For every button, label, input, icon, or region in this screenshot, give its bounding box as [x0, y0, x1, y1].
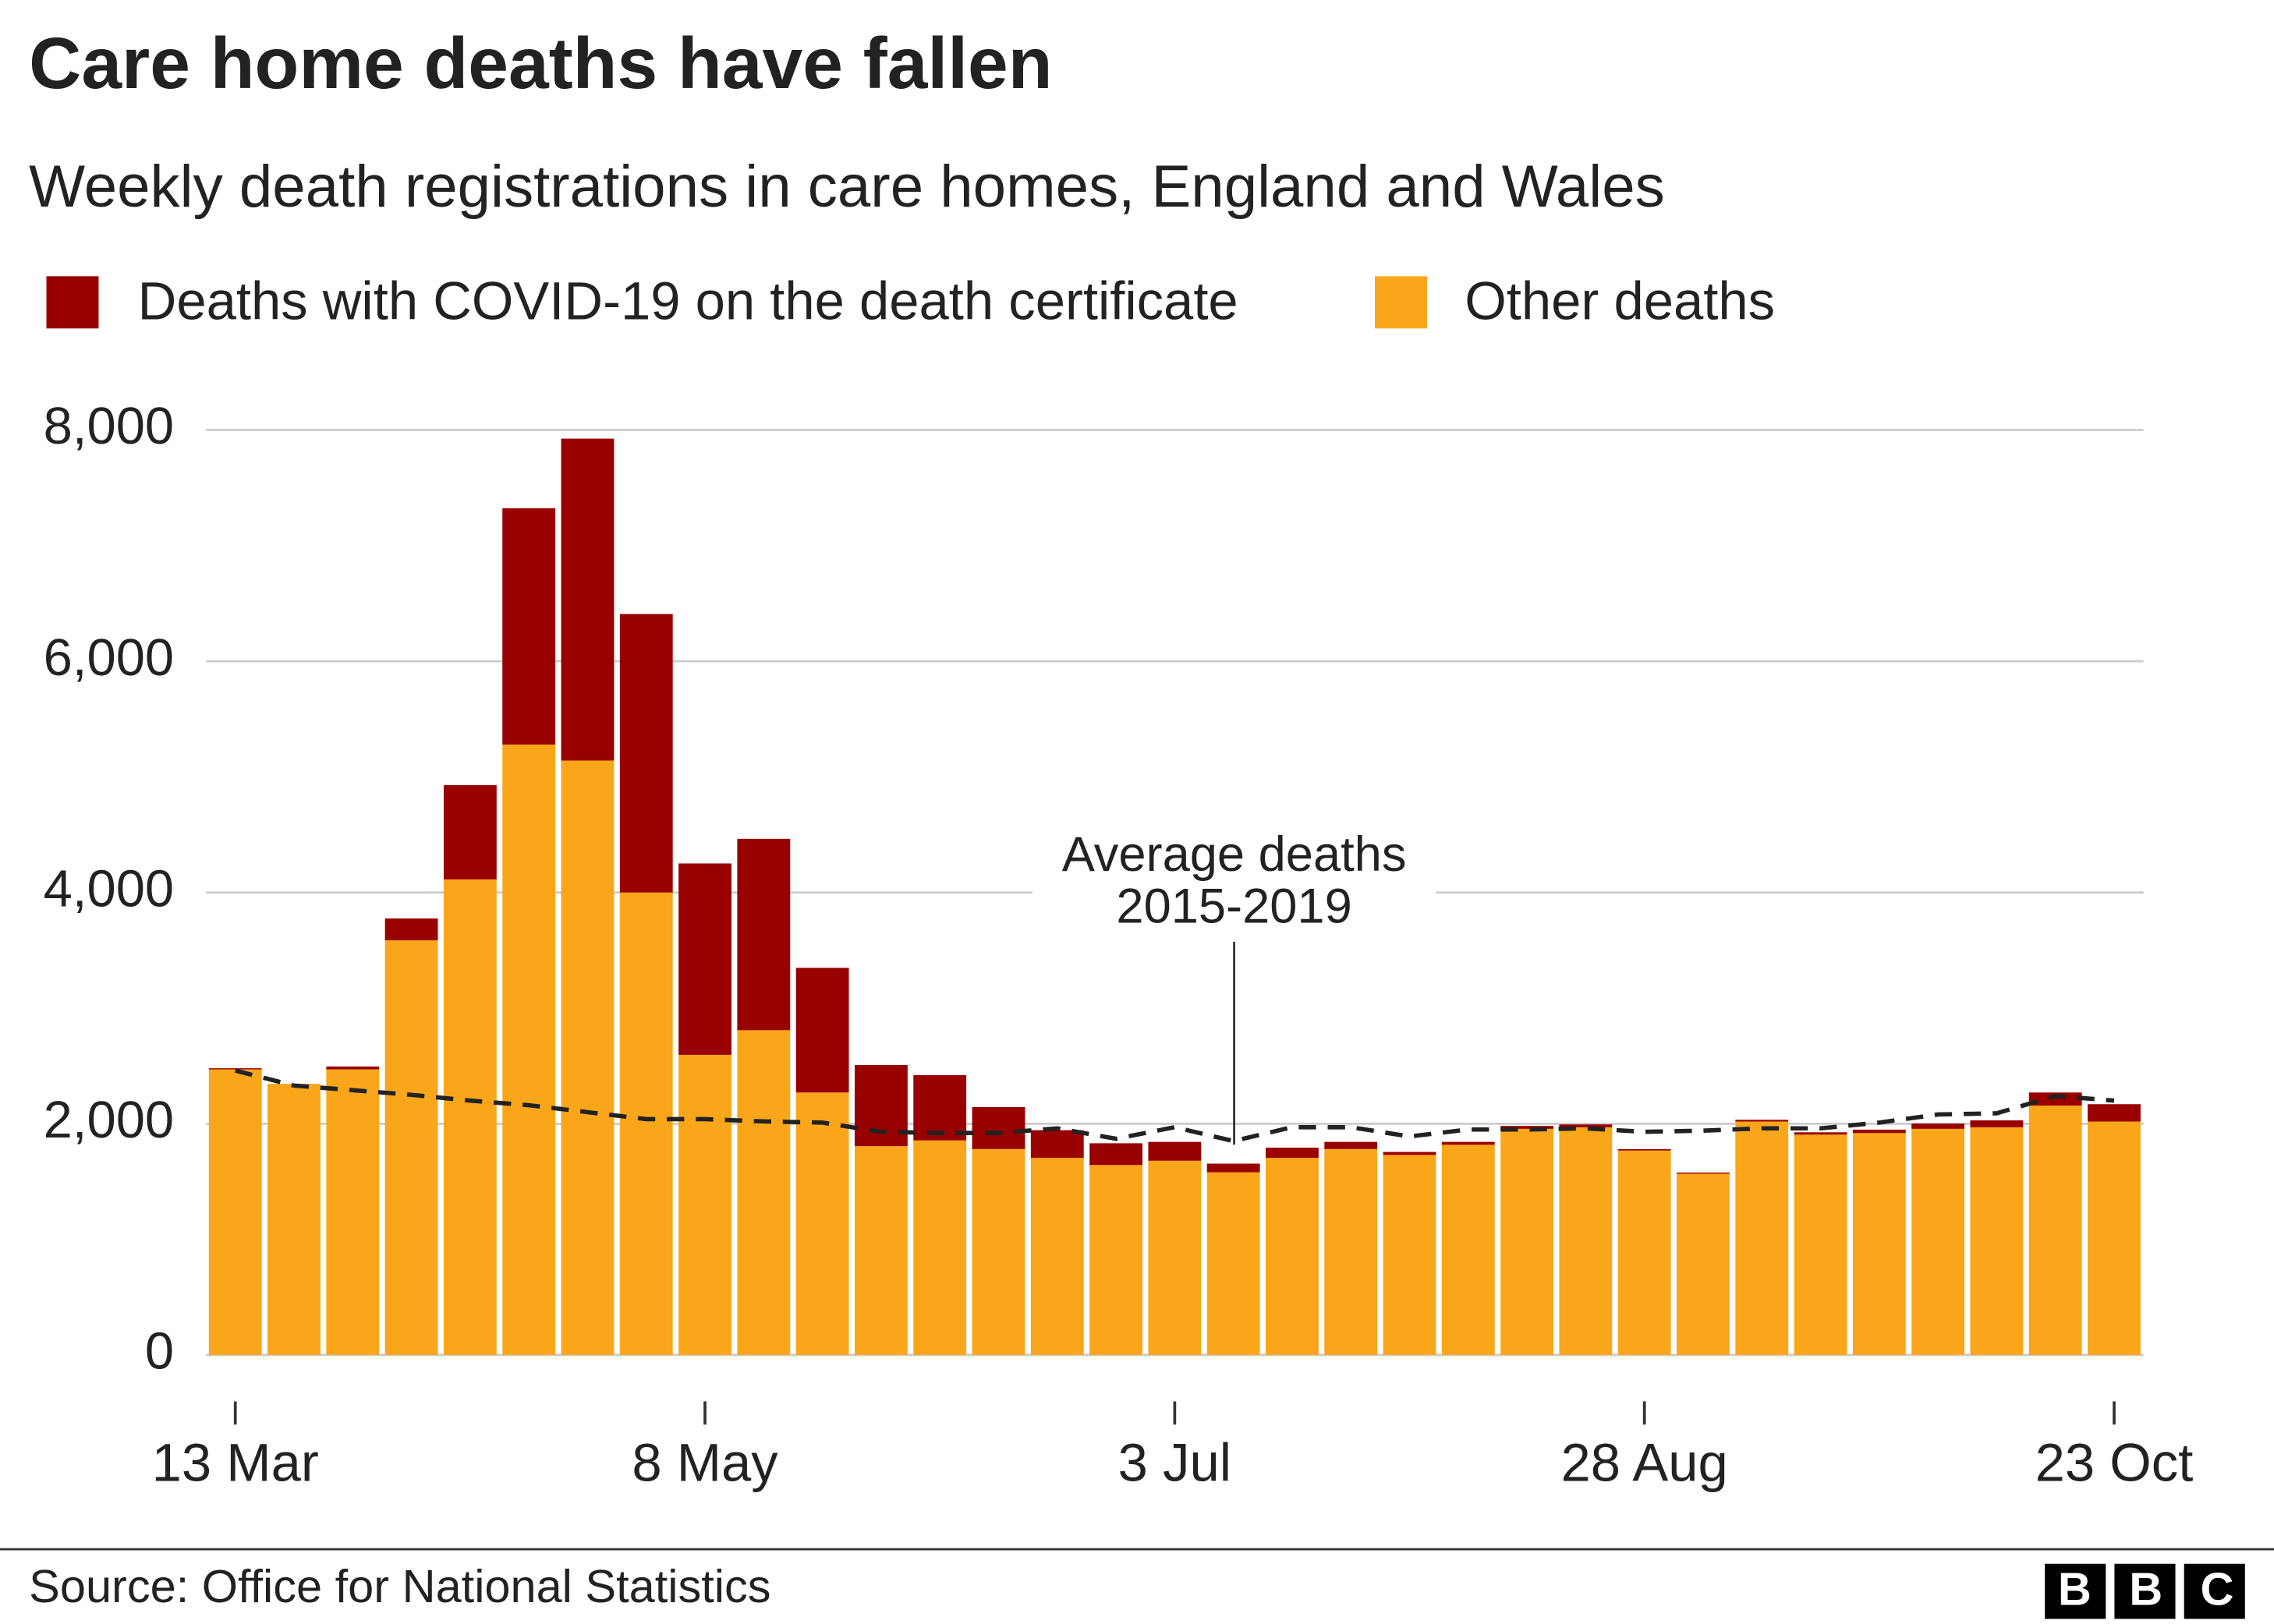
y-tick-label: 8,000	[44, 397, 175, 455]
bar-segment	[1383, 1155, 1436, 1355]
bar-segment	[913, 1140, 967, 1355]
y-tick-label: 2,000	[44, 1091, 175, 1149]
bar-segment	[854, 1146, 908, 1355]
x-tick-label: 13 Mar	[152, 1432, 319, 1492]
bar-segment	[1970, 1127, 2024, 1355]
y-tick-label: 4,000	[44, 859, 175, 918]
bar-segment	[384, 940, 438, 1355]
bar-segment	[619, 892, 673, 1355]
bar-segment	[1148, 1160, 1202, 1355]
logo-box	[2114, 1563, 2176, 1619]
bar-segment	[1030, 1130, 1084, 1159]
bar-segment	[1266, 1158, 1319, 1355]
bar-segment	[1441, 1141, 1495, 1145]
bar-segment	[561, 438, 615, 761]
bar-segment	[1794, 1134, 1847, 1355]
bar-segment	[267, 1084, 321, 1355]
bar-segment	[972, 1106, 1025, 1149]
legend-label: Deaths with COVID-19 on the death certif…	[138, 271, 1238, 331]
bar-segment	[795, 1092, 849, 1355]
bar-segment	[1266, 1148, 1319, 1159]
bar-segment	[2028, 1092, 2082, 1106]
bar-segment	[1911, 1128, 1965, 1355]
average-line	[235, 1068, 2115, 1144]
annotation: 2015-2019	[1116, 879, 1351, 934]
bar-segment	[1852, 1129, 1906, 1134]
bar-segment	[1441, 1145, 1495, 1355]
bar-segment	[678, 863, 731, 1055]
bar-segment	[326, 1066, 380, 1070]
bar-segment	[1852, 1133, 1906, 1355]
bar-segment	[1030, 1158, 1084, 1355]
bar-segment	[1794, 1132, 1847, 1135]
bar-segment	[1500, 1126, 1554, 1129]
bar-segment	[1148, 1141, 1202, 1161]
bar-segment	[619, 614, 673, 893]
bar-segment	[326, 1069, 380, 1355]
bar-segment	[502, 745, 556, 1355]
x-tick-label: 28 Aug	[1561, 1432, 1728, 1492]
logo-box	[2184, 1563, 2245, 1619]
chart-subtitle: Weekly death registrations in care homes…	[29, 154, 1665, 220]
bar-segment	[1206, 1163, 1260, 1173]
bar-segment	[737, 838, 791, 1031]
legend-swatch	[46, 276, 99, 329]
bar-segment	[208, 1069, 262, 1355]
bar-segment	[2088, 1104, 2141, 1122]
bar-segment	[1324, 1148, 1378, 1355]
annotation-bg	[1033, 826, 1436, 942]
bar-segment	[2088, 1121, 2141, 1355]
bar-segment	[1559, 1127, 1613, 1355]
legend-swatch	[1374, 276, 1427, 329]
x-tick-label: 8 May	[632, 1432, 778, 1492]
bar-segment	[384, 918, 438, 941]
logo: BBC	[2045, 1563, 2272, 1619]
bar-segment	[561, 760, 615, 1355]
bar-segment	[1500, 1128, 1554, 1355]
bar-segment	[1559, 1124, 1613, 1127]
annotation: Average deaths	[1062, 827, 1407, 882]
x-tick-label: 3 Jul	[1118, 1432, 1231, 1492]
source: Source: Office for National Statistics	[29, 1560, 770, 1612]
bar-segment	[1324, 1141, 1378, 1149]
bar-segment	[208, 1068, 262, 1070]
bar-segment	[1735, 1121, 1789, 1355]
chart-title: Care home deaths have fallen	[29, 23, 1052, 104]
bar-segment	[1206, 1172, 1260, 1355]
logo-box	[2045, 1563, 2106, 1619]
bar-segment	[2028, 1106, 2082, 1355]
bar-segment	[1617, 1148, 1671, 1151]
logo-text: BBC	[2058, 1563, 2272, 1615]
bar-segment	[678, 1054, 731, 1355]
bar-segment	[913, 1075, 967, 1141]
y-tick-label: 6,000	[44, 628, 175, 687]
bar-segment	[1617, 1150, 1671, 1355]
bar-segment	[737, 1030, 791, 1355]
x-tick-label: 23 Oct	[2035, 1432, 2194, 1492]
bar-segment	[1970, 1120, 2024, 1127]
legend-label: Other deaths	[1465, 271, 1775, 331]
bar-segment	[795, 968, 849, 1093]
bar-segment	[443, 879, 497, 1355]
bar-segment	[1383, 1152, 1436, 1155]
bar-segment	[1735, 1120, 1789, 1122]
bar-segment	[972, 1148, 1025, 1355]
bar-segment	[1089, 1165, 1142, 1355]
bar-segment	[1677, 1173, 1730, 1355]
bar-segment	[443, 785, 497, 879]
bar-segment	[1911, 1123, 1965, 1129]
bar-segment	[502, 508, 556, 745]
y-tick-label: 0	[145, 1322, 174, 1381]
bar-segment	[1089, 1143, 1142, 1166]
